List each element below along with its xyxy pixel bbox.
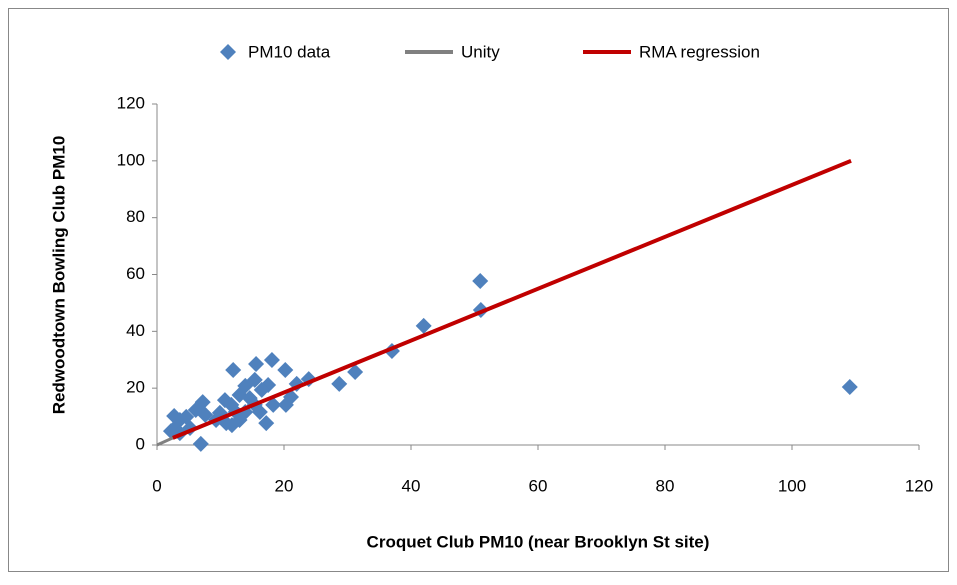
x-tick-label: 0 bbox=[152, 476, 161, 495]
legend-label: PM10 data bbox=[248, 42, 331, 61]
data-point bbox=[248, 356, 265, 373]
y-tick-label: 40 bbox=[126, 321, 145, 340]
data-point bbox=[225, 361, 242, 378]
x-tick-label: 40 bbox=[402, 476, 421, 495]
data-point bbox=[192, 435, 209, 452]
data-point bbox=[472, 273, 489, 290]
legend-label: Unity bbox=[461, 42, 500, 61]
data-point bbox=[277, 396, 294, 413]
data-point bbox=[331, 375, 348, 392]
data-point bbox=[258, 415, 275, 432]
legend-label: RMA regression bbox=[639, 42, 760, 61]
x-tick-label: 60 bbox=[529, 476, 548, 495]
data-point bbox=[277, 361, 294, 378]
x-tick-label: 120 bbox=[905, 476, 933, 495]
data-point bbox=[216, 392, 233, 409]
line-series bbox=[172, 158, 852, 440]
data-point bbox=[415, 317, 432, 334]
data-point bbox=[263, 352, 280, 369]
data-point bbox=[166, 408, 183, 425]
data-point bbox=[265, 396, 282, 413]
y-axis-title: Redwoodtown Bowling Club PM10 bbox=[49, 136, 68, 415]
data-point bbox=[253, 381, 270, 398]
chart-frame bbox=[8, 8, 949, 572]
y-tick-label: 20 bbox=[126, 378, 145, 397]
y-tick-label: 80 bbox=[126, 207, 145, 226]
x-tick-label: 100 bbox=[778, 476, 806, 495]
y-tick-label: 0 bbox=[136, 434, 145, 453]
data-point bbox=[223, 417, 240, 434]
data-point bbox=[187, 402, 204, 419]
data-point bbox=[347, 363, 364, 380]
x-axis-title: Croquet Club PM10 (near Brooklyn St site… bbox=[367, 532, 710, 551]
data-point bbox=[251, 404, 268, 421]
y-tick-label: 120 bbox=[117, 93, 145, 112]
data-point bbox=[841, 379, 858, 396]
legend-marker bbox=[220, 44, 236, 60]
data-point bbox=[231, 386, 248, 403]
y-tick-label: 100 bbox=[117, 150, 145, 169]
y-tick-label: 60 bbox=[126, 264, 145, 283]
x-tick-label: 20 bbox=[275, 476, 294, 495]
x-tick-label: 80 bbox=[656, 476, 675, 495]
